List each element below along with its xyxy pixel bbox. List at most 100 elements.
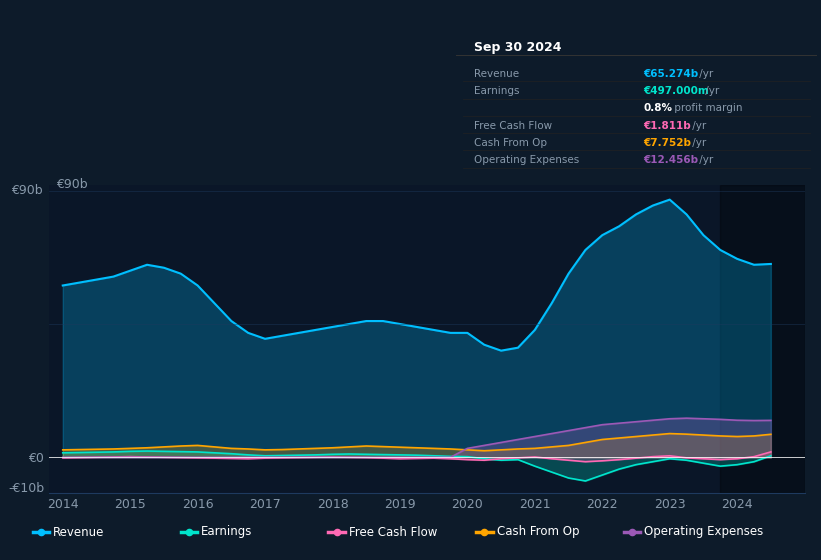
Cash From Op <box>479 447 489 454</box>
Earnings <box>108 449 118 455</box>
Earnings <box>715 463 725 469</box>
Free Cash Flow <box>547 455 557 462</box>
Revenue <box>361 318 371 324</box>
Revenue <box>91 276 101 283</box>
Cash From Op <box>75 446 85 453</box>
Earnings <box>496 457 506 464</box>
Cash From Op <box>563 442 573 449</box>
Revenue <box>479 342 489 348</box>
Earnings <box>530 463 539 469</box>
Earnings <box>75 449 85 456</box>
Free Cash Flow <box>159 454 169 461</box>
Earnings <box>395 451 405 458</box>
Revenue <box>699 232 709 239</box>
Line: Free Cash Flow: Free Cash Flow <box>62 452 771 461</box>
Cash From Op <box>193 442 203 449</box>
Earnings <box>277 452 287 459</box>
Free Cash Flow <box>142 454 152 460</box>
Cash From Op <box>766 431 776 438</box>
Free Cash Flow <box>631 455 641 461</box>
Text: Sep 30 2024: Sep 30 2024 <box>474 40 562 54</box>
Earnings <box>243 451 253 458</box>
Cash From Op <box>496 446 506 453</box>
Free Cash Flow <box>513 455 523 461</box>
Revenue <box>378 318 388 324</box>
Cash From Op <box>260 446 270 453</box>
Free Cash Flow <box>277 455 287 461</box>
Revenue <box>547 300 557 307</box>
Revenue <box>563 270 573 277</box>
Free Cash Flow <box>328 454 337 460</box>
Revenue <box>310 326 320 333</box>
Revenue <box>243 329 253 336</box>
Operating Expenses <box>176 454 186 461</box>
Free Cash Flow <box>715 456 725 463</box>
Revenue <box>580 246 590 253</box>
Cash From Op <box>614 435 624 441</box>
Cash From Op <box>648 432 658 438</box>
Operating Expenses <box>648 417 658 423</box>
Free Cash Flow <box>648 453 658 460</box>
Cash From Op <box>243 446 253 452</box>
Cash From Op <box>108 446 118 452</box>
Cash From Op <box>176 442 186 449</box>
Revenue <box>142 262 152 268</box>
Free Cash Flow <box>496 455 506 462</box>
Operating Expenses <box>294 454 304 461</box>
Free Cash Flow <box>294 454 304 461</box>
Revenue <box>412 324 422 330</box>
Operating Expenses <box>227 454 236 461</box>
Revenue <box>277 333 287 339</box>
Cash From Op <box>598 436 608 443</box>
Free Cash Flow <box>260 455 270 461</box>
Earnings <box>665 455 675 462</box>
Operating Expenses <box>699 416 709 422</box>
Text: /yr: /yr <box>695 69 713 79</box>
Line: Cash From Op: Cash From Op <box>62 433 771 451</box>
Operating Expenses <box>530 433 539 440</box>
Operating Expenses <box>732 417 742 423</box>
Free Cash Flow <box>395 455 405 462</box>
Revenue <box>665 196 675 203</box>
Operating Expenses <box>479 442 489 449</box>
Revenue <box>715 246 725 253</box>
Cash From Op <box>631 433 641 440</box>
Revenue <box>193 282 203 289</box>
Earnings <box>91 449 101 456</box>
Revenue <box>57 282 67 289</box>
Earnings <box>260 452 270 459</box>
Operating Expenses <box>598 421 608 428</box>
Cash From Op <box>345 444 355 450</box>
Operating Expenses <box>361 454 371 461</box>
Earnings <box>159 448 169 455</box>
Cash From Op <box>395 444 405 451</box>
Text: €90b: €90b <box>11 184 43 197</box>
Operating Expenses <box>209 454 219 461</box>
Earnings <box>631 461 641 468</box>
Operating Expenses <box>91 454 101 461</box>
Operating Expenses <box>496 439 506 446</box>
Operating Expenses <box>563 427 573 434</box>
Earnings <box>412 452 422 459</box>
Free Cash Flow <box>91 454 101 461</box>
Revenue <box>530 326 539 333</box>
Free Cash Flow <box>126 453 135 460</box>
Free Cash Flow <box>665 452 675 459</box>
Text: €12.456b: €12.456b <box>644 155 699 165</box>
Revenue <box>176 270 186 277</box>
Free Cash Flow <box>749 453 759 460</box>
Revenue <box>328 324 337 330</box>
Operating Expenses <box>412 454 422 461</box>
Earnings <box>648 458 658 465</box>
Revenue <box>462 329 472 336</box>
Revenue <box>749 262 759 268</box>
Earnings <box>227 450 236 457</box>
Operating Expenses <box>614 420 624 427</box>
Cash From Op <box>142 445 152 451</box>
Earnings <box>378 451 388 458</box>
Free Cash Flow <box>681 455 691 461</box>
Earnings <box>513 456 523 463</box>
Revenue <box>126 267 135 274</box>
Cash From Op <box>378 444 388 450</box>
Earnings <box>57 450 67 456</box>
